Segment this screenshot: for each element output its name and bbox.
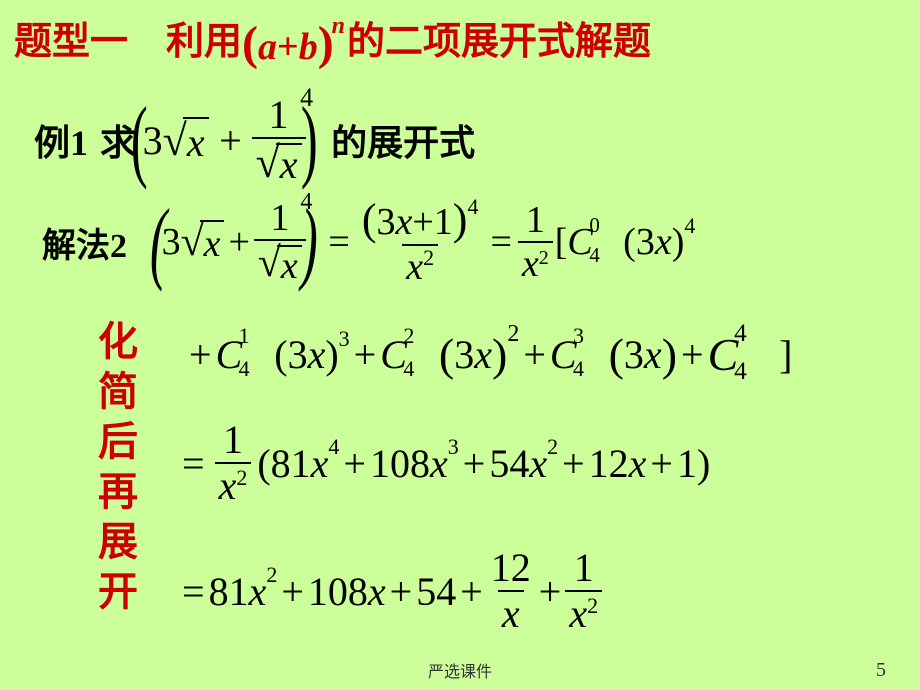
example1-suffix: 的展开式 xyxy=(331,114,475,166)
eq-line1: ( 3 √x + 1 √x ) 4 = (3x+1)4 x2 = 1 x2 [ … xyxy=(155,198,695,286)
lparen: ( xyxy=(131,103,148,177)
eq-line2: + C14 (3x)3 + C24 (3x)2 + C34 (3x) + C44… xyxy=(185,328,792,381)
page-title: 题型一 利用 (a+b)n 的二项展开式解题 xyxy=(14,10,651,73)
title-gap xyxy=(128,21,166,63)
title-part2-post: 的二项展开式解题 xyxy=(347,21,651,63)
footer-text: 严选课件 xyxy=(0,658,920,682)
sqrt-x-1: √x xyxy=(163,115,209,166)
title-formula-b: b xyxy=(299,26,318,68)
ex1-frac: 1 √x xyxy=(252,95,306,185)
ex1-plus: + xyxy=(217,117,244,164)
rparen: ) xyxy=(300,103,317,177)
eq-line3: = 1 x2 ( 81x4 + 108x3 + 54x2 + 12x + 1 ) xyxy=(178,420,710,506)
example1-label: 例1 xyxy=(34,114,88,166)
ex1-exp: 4 xyxy=(300,83,313,113)
method2-label: 解法2 xyxy=(42,218,127,267)
title-part2-pre: 利用 xyxy=(166,21,242,63)
title-part1: 题型一 xyxy=(14,21,128,63)
title-formula: (a+b)n xyxy=(242,16,347,71)
page-number: 5 xyxy=(876,659,886,682)
title-formula-plus: + xyxy=(277,26,299,68)
title-formula-exp: n xyxy=(332,13,345,39)
vertical-annotation: 化简后再展开 xyxy=(85,320,143,620)
example1-row: 例1 求 ( 3 √x + 1 √x ) 4 的展开式 xyxy=(34,95,475,185)
title-formula-a: a xyxy=(258,26,277,68)
eq-line4: = 81x2 + 108x + 54 + 12 x + 1 x2 xyxy=(178,548,602,634)
